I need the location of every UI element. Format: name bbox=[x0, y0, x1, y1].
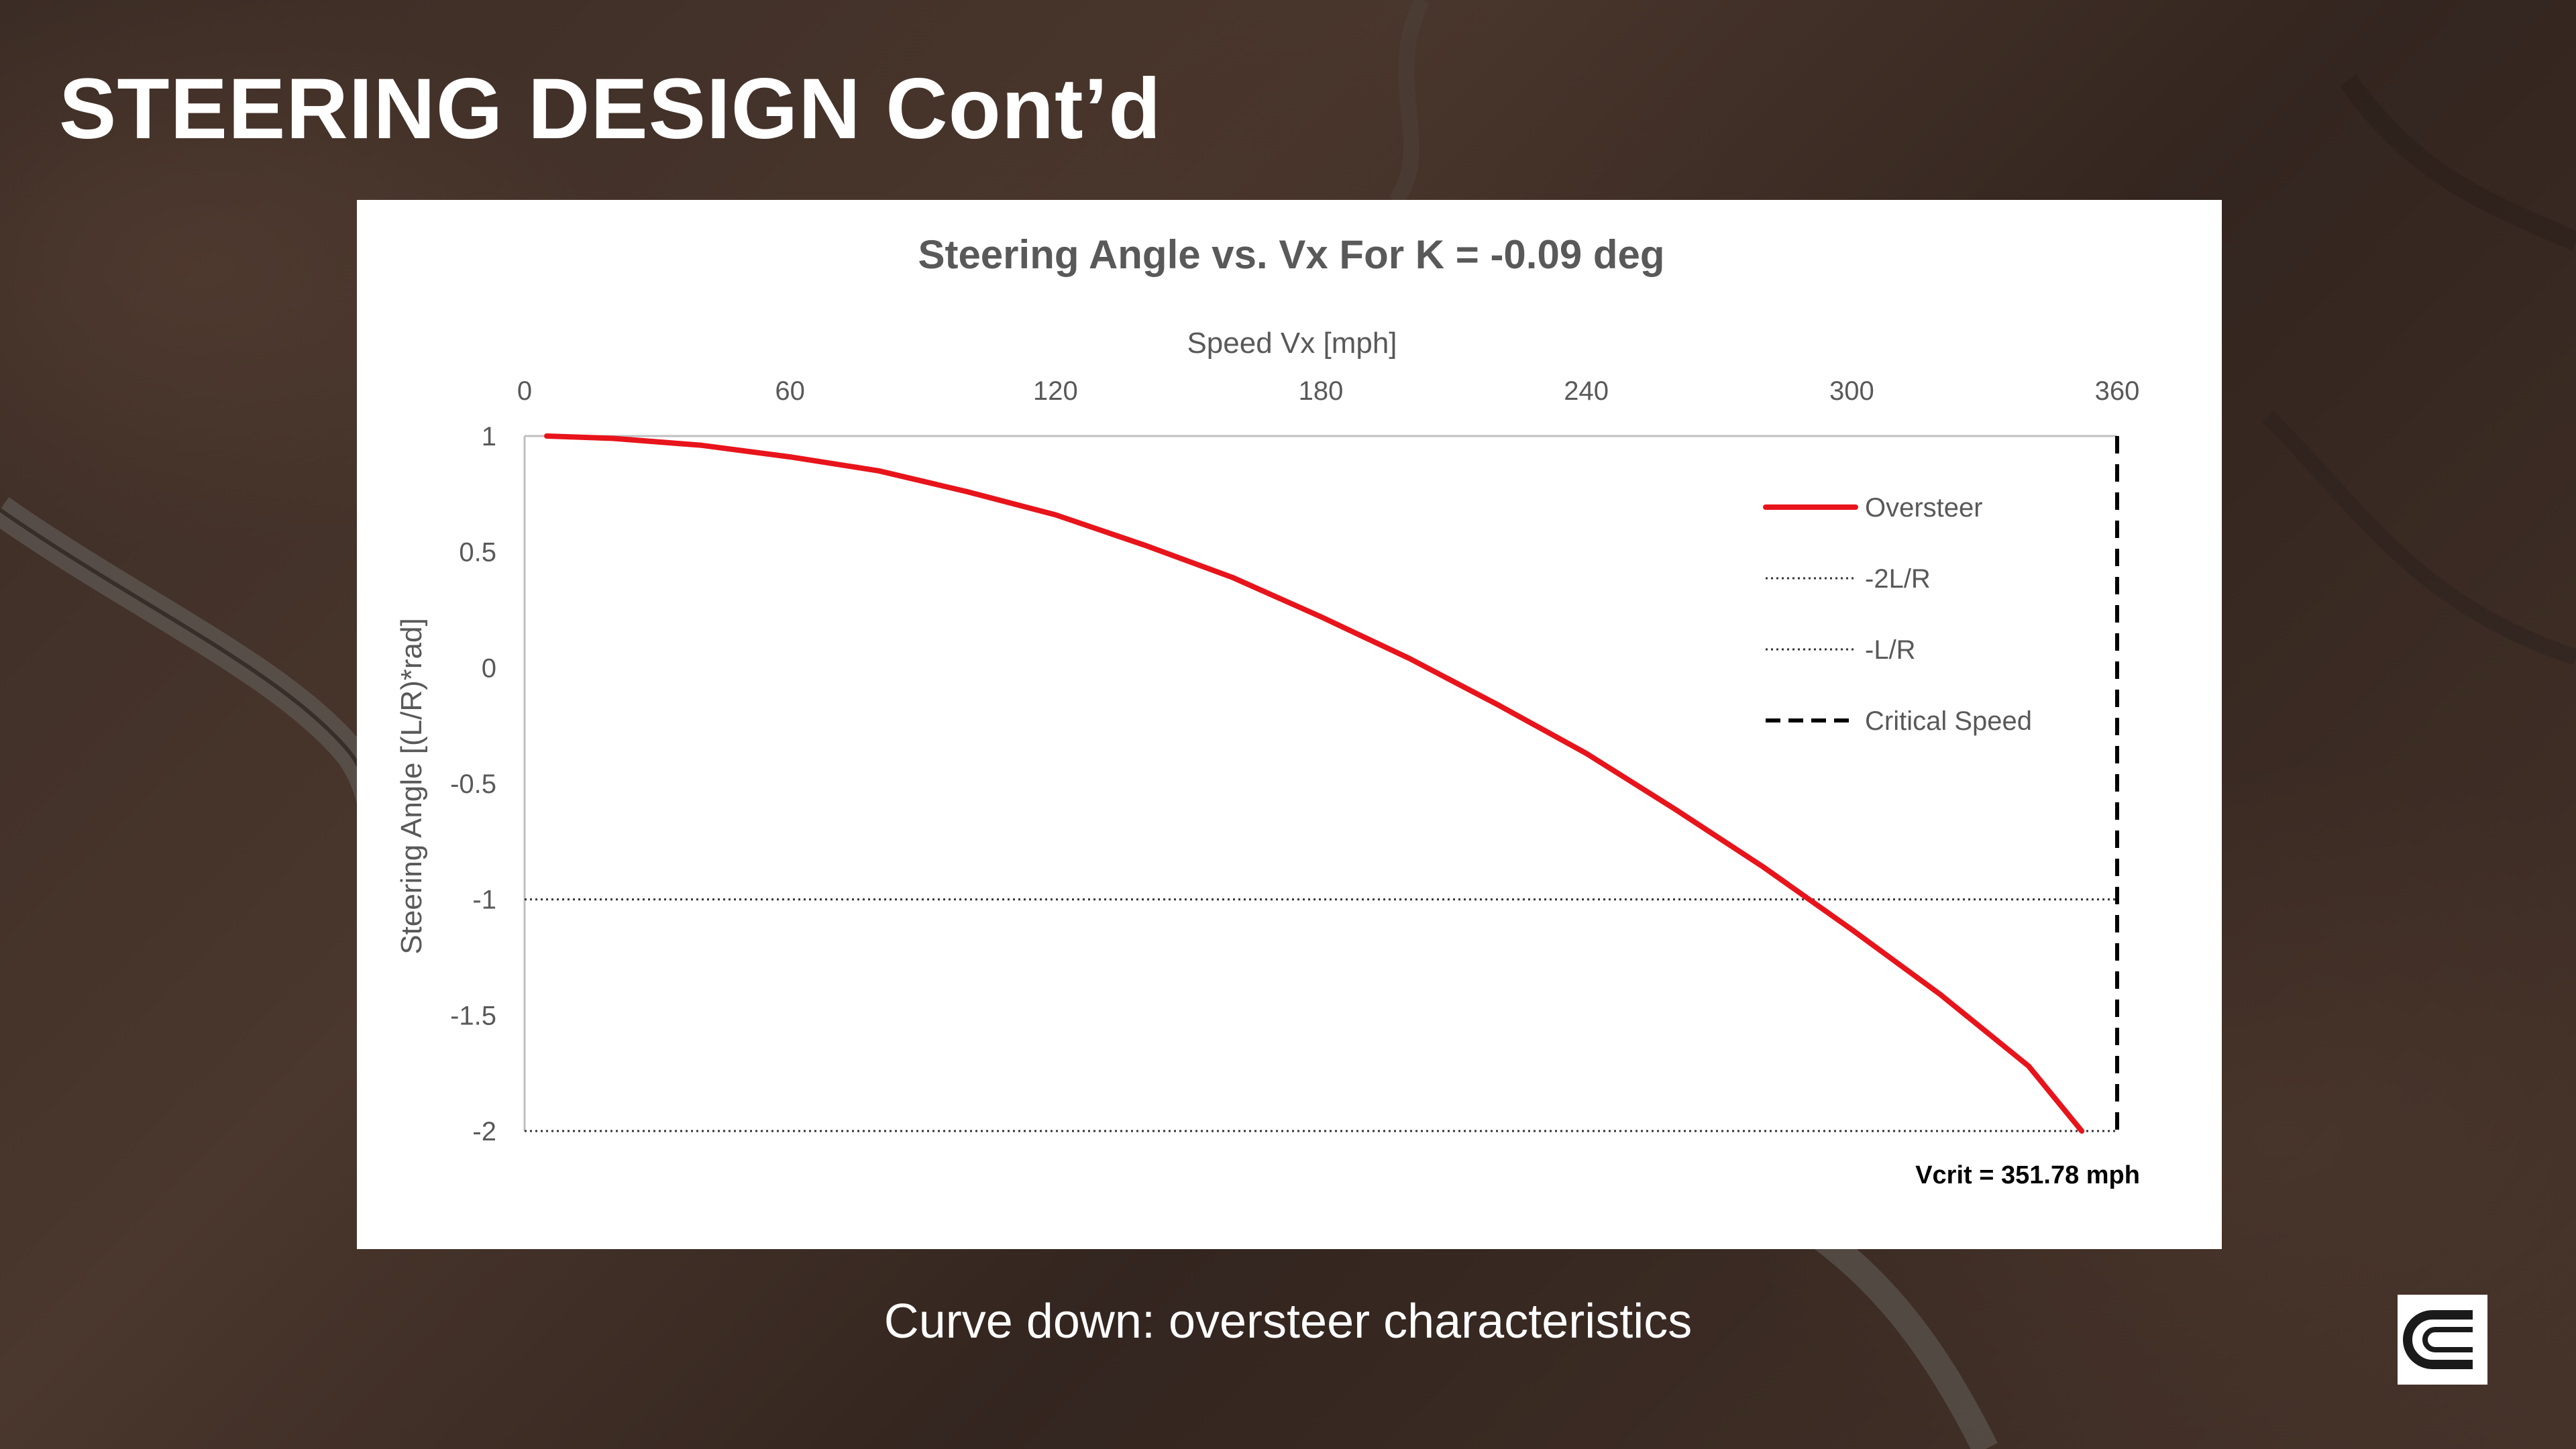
slide-title: STEERING DESIGN Cont’d bbox=[59, 61, 1162, 157]
y-tick-label: 0.5 bbox=[459, 538, 496, 568]
x-tick-label: 360 bbox=[2095, 376, 2140, 406]
line-chart: Steering Angle vs. Vx For K = -0.09 deg … bbox=[395, 232, 2140, 1189]
x-tick-label: 180 bbox=[1299, 376, 1344, 406]
legend-label: -2L/R bbox=[1865, 564, 1931, 594]
legend-label: -L/R bbox=[1865, 635, 1916, 665]
legend-label: Oversteer bbox=[1865, 493, 1983, 523]
slide-caption: Curve down: oversteer characteristics bbox=[883, 1295, 1693, 1348]
chart-title: Steering Angle vs. Vx For K = -0.09 deg bbox=[918, 232, 1664, 277]
bracket-logo-glyph bbox=[2403, 1310, 2473, 1369]
axes: 0 60 120 180 240 300 360 1 0.5 0 -0.5 -1 -1.5 -2 bbox=[450, 376, 2139, 1146]
y-tick-label: -1 bbox=[472, 885, 496, 915]
y-tick-label: 0 bbox=[482, 653, 496, 683]
x-tick-label: 60 bbox=[775, 376, 805, 406]
y-tick-label: 1 bbox=[482, 422, 496, 451]
y-tick-label: -1.5 bbox=[450, 1001, 496, 1030]
x-tick-label: 0 bbox=[517, 376, 532, 406]
chart-card: Steering Angle vs. Vx For K = -0.09 deg … bbox=[357, 200, 2222, 1249]
legend: Oversteer -2L/R -L/R Critical Speed bbox=[1763, 493, 2032, 736]
series-lines bbox=[525, 433, 2119, 1134]
legend-label: Critical Speed bbox=[1865, 706, 2032, 736]
x-tick-label: 240 bbox=[1564, 376, 1609, 406]
series-line-oversteer bbox=[544, 433, 2085, 1134]
bracket-logo-icon bbox=[2398, 1295, 2487, 1385]
x-tick-label: 120 bbox=[1033, 376, 1078, 406]
critical-speed-annotation: Vcrit = 351.78 mph bbox=[1915, 1161, 2140, 1189]
y-axis-label: Steering Angle [(L/R)*rad] bbox=[395, 618, 428, 954]
y-tick-label: -0.5 bbox=[450, 769, 496, 799]
x-axis-label: Speed Vx [mph] bbox=[1187, 327, 1397, 360]
x-tick-label: 300 bbox=[1829, 376, 1874, 406]
y-tick-label: -2 bbox=[472, 1117, 496, 1146]
